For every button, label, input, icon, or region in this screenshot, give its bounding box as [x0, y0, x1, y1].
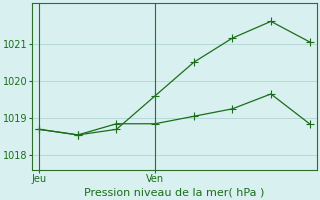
X-axis label: Pression niveau de la mer( hPa ): Pression niveau de la mer( hPa ) [84, 187, 265, 197]
